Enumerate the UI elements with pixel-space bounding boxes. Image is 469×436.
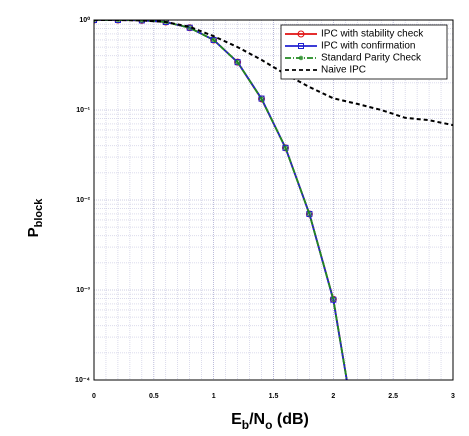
marker — [283, 145, 288, 151]
x-tick-label: 2 — [331, 393, 335, 400]
y-axis-label: Pblock — [25, 198, 45, 238]
marker — [258, 95, 265, 102]
x-label-sub: o — [265, 418, 272, 432]
marker — [307, 211, 312, 217]
y-tick-label: 10⁰ — [79, 16, 90, 24]
marker — [297, 30, 305, 38]
y-label-sub: block — [33, 198, 45, 228]
series-line — [94, 20, 453, 127]
legend-label: Naive IPC — [321, 65, 366, 76]
x-axis-label: Eb/No (dB) — [231, 411, 309, 432]
legend-label: IPC with confirmation — [321, 41, 415, 52]
x-label-part: (dB) — [272, 411, 308, 428]
x-tick-label: 0.5 — [149, 393, 159, 400]
marker — [298, 43, 304, 49]
marker — [114, 20, 121, 23]
x-label-sub: b — [242, 418, 249, 432]
y-tick-label: 10⁻⁴ — [75, 377, 90, 384]
legend-label: IPC with stability check — [321, 29, 424, 40]
ticks: 10⁰ 10⁻¹ 10⁻² 10⁻³ 10⁻⁴ 0 0.5 1 1.5 2 2.5 3 — [75, 16, 455, 400]
legend-label: Standard Parity Check — [321, 53, 422, 64]
marker — [298, 55, 304, 61]
x-label-part: /N — [249, 411, 265, 428]
x-tick-label: 2.5 — [388, 393, 398, 400]
y-tick-label: 10⁻³ — [76, 287, 90, 294]
x-label-part: E — [231, 411, 242, 428]
plot-frame — [93, 19, 454, 381]
y-tick-label: 10⁻² — [76, 197, 90, 204]
marker — [234, 59, 241, 66]
x-tick-label: 3 — [451, 393, 455, 400]
y-label-main: P — [25, 227, 42, 237]
marker — [210, 36, 217, 43]
x-tick-label: 1 — [212, 393, 216, 400]
marker — [211, 37, 216, 43]
x-tick-label: 0 — [92, 393, 96, 400]
x-tick-label: 1.5 — [269, 393, 279, 400]
marker — [235, 59, 240, 65]
y-tick-label: 10⁻¹ — [76, 107, 90, 114]
marker — [259, 96, 264, 102]
marker — [331, 297, 336, 302]
